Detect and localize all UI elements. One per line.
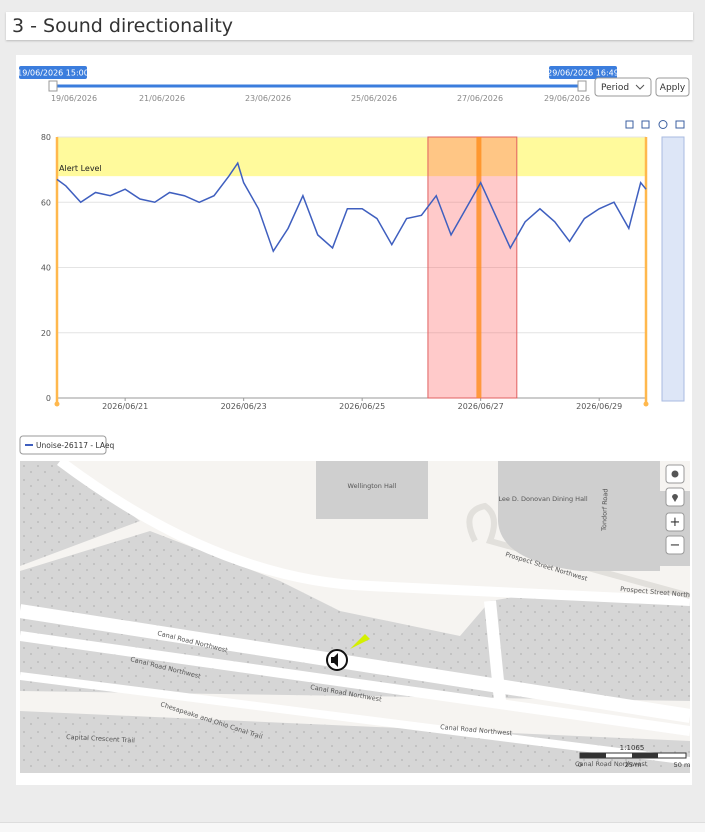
road bbox=[20, 604, 690, 723]
zoom-out-button[interactable] bbox=[665, 535, 685, 555]
building-label: Lee D. Donovan Dining Hall bbox=[498, 495, 588, 503]
range-date: 27/06/2026 bbox=[457, 94, 503, 103]
zoom-out-label: − bbox=[670, 538, 681, 553]
zoom-slider[interactable] bbox=[661, 136, 685, 402]
range-date: 21/06/2026 bbox=[139, 94, 185, 103]
period-label: Period bbox=[601, 83, 629, 93]
building-label: Wellington Hall bbox=[348, 482, 397, 490]
street-label: Tondorf Road bbox=[600, 488, 610, 532]
chevron bbox=[635, 84, 645, 90]
gear-icon bbox=[671, 470, 679, 478]
y-tick-label: 0 bbox=[46, 394, 51, 403]
legend-label: Unoise-26117 - LAeq bbox=[36, 441, 114, 450]
toolbar-icon[interactable] bbox=[658, 120, 668, 129]
range-date: 29/06/2026 bbox=[544, 94, 590, 103]
panel-header: 3 - Sound directionality bbox=[6, 12, 693, 40]
apply-button[interactable] bbox=[655, 77, 690, 97]
scale-tick: 25 m bbox=[625, 761, 642, 769]
road bbox=[466, 502, 690, 599]
apply-label: Apply bbox=[660, 83, 686, 93]
map: Wellington Hall Lee D. Donovan Dining Ha… bbox=[20, 461, 690, 773]
x-tick-label: 2026/06/25 bbox=[339, 402, 385, 411]
legend bbox=[19, 435, 107, 455]
zoom-in-button[interactable] bbox=[665, 512, 685, 532]
alert-label: Alert Level bbox=[59, 164, 102, 173]
card: 19/06/2026 15:00 29/06/2026 16:49 19/06/… bbox=[16, 55, 692, 785]
range-handle[interactable] bbox=[577, 80, 587, 92]
x-tick-label: 2026/06/29 bbox=[576, 402, 622, 411]
range-date: 25/06/2026 bbox=[351, 94, 397, 103]
scale-tick: 0 bbox=[578, 761, 582, 769]
direction-indicator bbox=[350, 634, 370, 649]
wooded-area bbox=[20, 461, 140, 566]
range-date: 23/06/2026 bbox=[245, 94, 291, 103]
range-date: 19/06/2026 bbox=[51, 94, 97, 103]
speaker-icon bbox=[331, 653, 338, 667]
scale-tick: 50 m bbox=[674, 761, 690, 769]
footer-bar bbox=[0, 822, 705, 832]
x-tick-label: 2026/06/21 bbox=[102, 402, 148, 411]
highlight-region bbox=[427, 136, 518, 399]
street-label: Canal Road Northwest bbox=[575, 760, 648, 768]
alert-band bbox=[57, 137, 646, 177]
toolbar-icon[interactable] bbox=[675, 120, 685, 129]
range-end-badge bbox=[549, 66, 617, 79]
range-start-badge bbox=[19, 66, 87, 79]
street-label: Capital Crescent Trail bbox=[66, 733, 135, 745]
pin-icon bbox=[672, 494, 678, 502]
scale-ratio: 1:1065 bbox=[620, 744, 645, 752]
chart: 19/06/2026 15:00 29/06/2026 16:49 19/06/… bbox=[17, 66, 690, 455]
wooded-area bbox=[20, 711, 690, 773]
scale-bar-seg bbox=[580, 753, 606, 758]
range-start: 19/06/2026 15:00 bbox=[17, 69, 89, 78]
y-tick-label: 80 bbox=[41, 133, 51, 142]
y-tick-label: 60 bbox=[41, 198, 51, 207]
scale-bar-seg bbox=[632, 753, 658, 758]
road bbox=[20, 631, 690, 736]
range-handle[interactable] bbox=[48, 80, 58, 92]
toolbar-icon[interactable] bbox=[641, 120, 650, 129]
period-select[interactable] bbox=[594, 77, 652, 97]
panel-title: 3 - Sound directionality bbox=[12, 15, 234, 37]
x-tick-label: 2026/06/27 bbox=[458, 402, 504, 411]
y-tick-label: 40 bbox=[41, 264, 51, 273]
range-end: 29/06/2026 16:49 bbox=[547, 69, 619, 78]
range-edge-dot bbox=[643, 401, 649, 407]
toolbar-icon[interactable] bbox=[625, 120, 634, 129]
y-tick-label: 20 bbox=[41, 329, 51, 338]
road bbox=[57, 461, 690, 606]
range-edge-dot bbox=[54, 401, 60, 407]
zoom-in-label: + bbox=[670, 515, 681, 530]
road bbox=[20, 672, 690, 765]
series-line bbox=[56, 161, 647, 253]
road bbox=[484, 600, 506, 702]
building bbox=[316, 461, 428, 519]
x-tick-label: 2026/06/23 bbox=[221, 402, 267, 411]
